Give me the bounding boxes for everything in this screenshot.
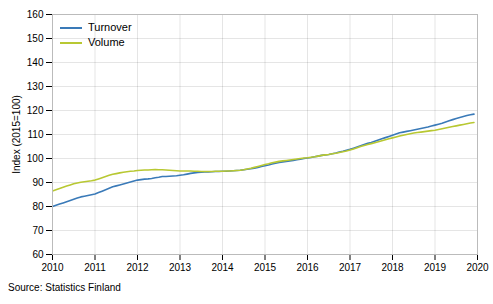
svg-text:110: 110	[28, 129, 44, 140]
svg-text:130: 130	[27, 81, 44, 92]
html-text:Volume: Volume	[88, 36, 125, 48]
svg-text:100: 100	[27, 153, 44, 164]
svg-text:160: 160	[27, 9, 44, 20]
html-text:Turnover: Turnover	[88, 21, 132, 33]
svg-text:2016: 2016	[296, 262, 319, 273]
svg-text:2010: 2010	[41, 262, 64, 273]
svg-text:150: 150	[27, 33, 44, 44]
svg-text:120: 120	[27, 105, 44, 116]
svg-text:2017: 2017	[339, 262, 362, 273]
svg-text:2013: 2013	[169, 262, 192, 273]
svg-text:2015: 2015	[254, 262, 277, 273]
svg-text:2020: 2020	[466, 262, 489, 273]
svg-text:90: 90	[32, 177, 44, 188]
svg-text:2011: 2011	[84, 262, 106, 273]
svg-text:70: 70	[32, 225, 44, 236]
svg-text:2019: 2019	[424, 262, 447, 273]
svg-text:Index (2015=100): Index (2015=100)	[11, 95, 22, 174]
svg-text:140: 140	[27, 57, 44, 68]
svg-text:80: 80	[32, 201, 44, 212]
html-text:Source: Statistics Finland: Source: Statistics Finland	[8, 282, 121, 293]
svg-text:60: 60	[32, 249, 44, 260]
svg-text:2012: 2012	[126, 262, 149, 273]
svg-text:2014: 2014	[211, 262, 234, 273]
svg-text:2018: 2018	[381, 262, 404, 273]
